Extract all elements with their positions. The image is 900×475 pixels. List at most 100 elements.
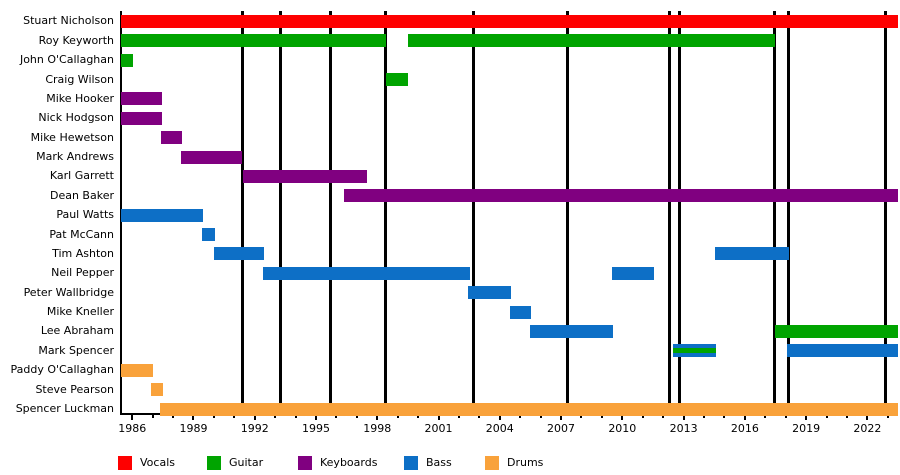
axis-major-tick [131, 415, 134, 420]
timeline-bar-bass [213, 247, 265, 261]
album-release-line [787, 11, 791, 413]
timeline-bar-keyboards [344, 189, 898, 203]
axis-minor-tick [355, 415, 358, 418]
timeline-bar-drums [121, 363, 153, 377]
axis-major-tick [437, 415, 440, 420]
legend-label: Vocals [140, 456, 175, 469]
member-label: Spencer Luckman [15, 402, 114, 415]
axis-major-tick [866, 415, 869, 420]
album-release-line [883, 11, 887, 413]
timeline-bar-drums [160, 402, 898, 416]
member-label: Stuart Nicholson [23, 14, 114, 28]
axis-tick-label: 2001 [424, 422, 453, 435]
axis-minor-tick [845, 415, 848, 418]
member-label: Mike Hooker [46, 91, 114, 105]
timeline-bar-guitar [121, 34, 386, 48]
timeline-bar-drums [150, 383, 163, 397]
axis-minor-tick [662, 415, 665, 418]
timeline-bar-bass [529, 324, 614, 338]
axis-tick-label: 2010 [608, 422, 637, 435]
legend-swatch-vocals [118, 456, 132, 470]
member-label: Dean Baker [49, 188, 114, 202]
timeline-bar-bass [714, 247, 789, 261]
member-label: Mike Hewetson [30, 130, 114, 144]
axis-tick-label: 2013 [669, 422, 698, 435]
axis-major-tick [560, 415, 563, 420]
legend-swatch-keyboards [298, 456, 312, 470]
axis-tick-label: 1998 [363, 422, 392, 435]
timeline-bar-keyboards [160, 131, 182, 145]
member-label: Mark Andrews [36, 150, 114, 164]
album-release-line [677, 11, 681, 413]
legend-label: Guitar [229, 456, 264, 469]
axis-major-tick [805, 415, 808, 420]
axis-major-tick [315, 415, 318, 420]
member-label: Mike Kneller [46, 305, 114, 319]
axis-tick-label: 1989 [179, 422, 208, 435]
axis-minor-tick [417, 415, 420, 418]
album-release-line [241, 11, 245, 413]
member-label: Tim Ashton [52, 246, 114, 260]
timeline-bar-bass [509, 305, 531, 319]
axis-minor-tick [764, 415, 767, 418]
timeline-bar-bass [467, 286, 511, 300]
legend-swatch-bass [404, 456, 418, 470]
axis-major-tick [743, 415, 746, 420]
axis-minor-tick [478, 415, 481, 418]
axis-major-tick [682, 415, 685, 420]
axis-major-tick [621, 415, 624, 420]
album-release-line [472, 11, 476, 413]
member-label: Karl Garrett [49, 169, 114, 183]
axis-minor-tick [294, 415, 297, 418]
timeline-bar-guitar [775, 324, 898, 338]
axis-tick-label: 2019 [792, 422, 821, 435]
axis-minor-tick [580, 415, 583, 418]
axis-tick-label: 2016 [730, 422, 759, 435]
member-label: Nick Hodgson [38, 111, 114, 125]
member-label: Peter Wallbridge [23, 285, 114, 299]
legend-label: Keyboards [320, 456, 378, 469]
axis-minor-tick [784, 415, 787, 418]
axis-major-tick [498, 415, 501, 420]
legend-swatch-drums [485, 456, 499, 470]
axis-minor-tick [723, 415, 726, 418]
axis-minor-tick [335, 415, 338, 418]
timeline-bar-stripe-guitar [672, 348, 717, 354]
timeline-bar-bass [121, 208, 204, 222]
member-label: Mark Spencer [38, 343, 114, 357]
axis-major-tick [192, 415, 195, 420]
member-label: Craig Wilson [45, 72, 114, 86]
member-label: Roy Keyworth [38, 33, 114, 47]
axis-minor-tick [519, 415, 522, 418]
axis-minor-tick [274, 415, 277, 418]
timeline-bar-bass [611, 266, 655, 280]
timeline-bar-guitar [385, 73, 408, 87]
axis-tick-label: 1992 [240, 422, 269, 435]
axis-tick-label: 1986 [118, 422, 147, 435]
legend-label: Bass [426, 456, 452, 469]
axis-major-tick [253, 415, 256, 420]
axis-tick-label: 2022 [853, 422, 882, 435]
legend-label: Drums [507, 456, 544, 469]
axis-minor-tick [825, 415, 828, 418]
member-label: Pat McCann [49, 227, 114, 241]
album-release-line [772, 11, 776, 413]
member-label: Steve Pearson [35, 382, 114, 396]
axis-tick-label: 2004 [485, 422, 514, 435]
axis-tick-label: 1995 [302, 422, 331, 435]
axis-minor-tick [457, 415, 460, 418]
axis-minor-tick [172, 415, 175, 418]
album-release-line [566, 11, 570, 413]
member-label: Neil Pepper [51, 266, 114, 280]
member-label: Lee Abraham [40, 324, 114, 338]
timeline-bar-bass [786, 344, 898, 358]
timeline-bar-keyboards [242, 169, 367, 183]
axis-minor-tick [539, 415, 542, 418]
member-label: John O'Callaghan [19, 53, 114, 67]
axis-minor-tick [886, 415, 889, 418]
album-release-line [384, 11, 388, 413]
axis-minor-tick [233, 415, 236, 418]
axis-minor-tick [703, 415, 705, 418]
axis-minor-tick [151, 415, 154, 418]
